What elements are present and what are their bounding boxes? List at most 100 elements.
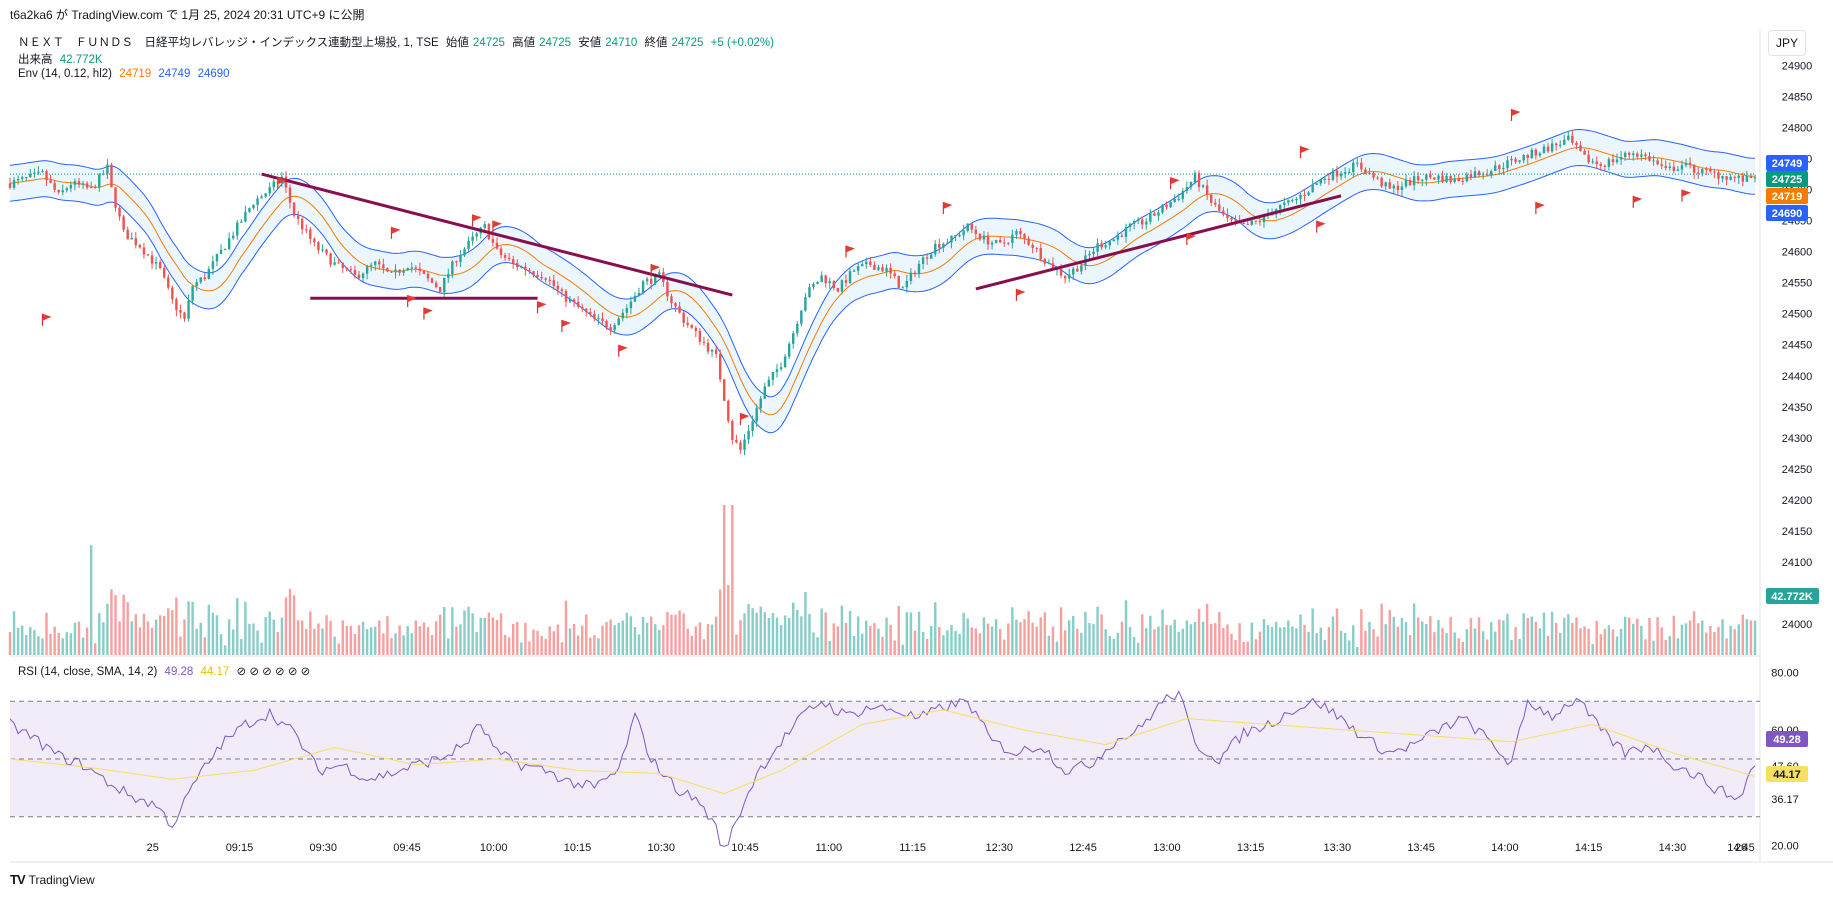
- candle-body: [1660, 164, 1663, 167]
- volume-bar: [398, 625, 401, 655]
- candle-body: [1327, 178, 1331, 180]
- candle-body: [61, 190, 64, 193]
- volume-bar: [1189, 624, 1193, 655]
- candle-body: [779, 367, 783, 370]
- candle-body: [934, 243, 937, 255]
- candle-body: [755, 408, 758, 422]
- volume-bar: [723, 505, 726, 655]
- rsi-hidden-icons[interactable]: ⊘ ⊘ ⊘ ⊘ ⊘ ⊘: [236, 666, 311, 678]
- volume-bar: [126, 602, 129, 655]
- envelope-label: Env (14, 0.12, hl2): [18, 68, 112, 80]
- candle-body: [1088, 253, 1091, 256]
- volume-bar: [1262, 619, 1266, 655]
- volume-bar: [1270, 626, 1274, 655]
- candle-body: [1356, 162, 1359, 164]
- open-label: 始値: [445, 37, 469, 49]
- flag-icon: [1016, 288, 1026, 296]
- volume-bar: [1542, 612, 1546, 655]
- candle-body: [520, 266, 523, 268]
- volume-bar: [1136, 642, 1140, 655]
- candle-body: [199, 277, 202, 283]
- volume-bar: [1680, 624, 1684, 655]
- volume-bar: [1554, 622, 1558, 655]
- volume-bar: [106, 603, 109, 655]
- candle-body: [706, 342, 710, 352]
- volume-bar: [1145, 628, 1148, 655]
- candle-body: [386, 268, 389, 272]
- candle-body: [877, 267, 880, 270]
- volume-bar: [718, 589, 722, 655]
- volume-bar: [1177, 632, 1180, 655]
- rsi-badge-label: 44.17: [1773, 769, 1801, 781]
- candle-body: [966, 223, 969, 231]
- candle-body: [81, 183, 85, 185]
- candle-body: [998, 239, 1002, 243]
- volume-bar: [1518, 638, 1521, 655]
- volume-bar: [958, 633, 961, 655]
- volume-bar: [1360, 609, 1363, 655]
- volume-bar: [288, 588, 292, 655]
- candle-body: [1059, 269, 1063, 276]
- envelope-fill: [10, 129, 1755, 433]
- rsi-sma-line: [9, 709, 1756, 795]
- volume-bar: [759, 606, 762, 655]
- volume-bar: [382, 633, 385, 655]
- candle-body: [1725, 176, 1728, 180]
- volume-bar: [130, 621, 133, 655]
- volume-bar: [102, 622, 105, 655]
- candle-body: [710, 349, 714, 352]
- envelope-upper-line: [9, 128, 1756, 398]
- candle-body: [272, 181, 275, 188]
- volume-bar: [1607, 625, 1611, 655]
- candle-body: [1416, 176, 1420, 181]
- envelope-legend: Env (14, 0.12, hl2) 24719 24749 24690: [18, 68, 234, 80]
- flag-icon: [1170, 177, 1180, 185]
- candle-body: [617, 318, 620, 326]
- volume-bar: [1611, 629, 1615, 655]
- volume-bar: [1494, 631, 1497, 655]
- candle-body: [723, 379, 726, 401]
- candle-body: [1100, 243, 1103, 248]
- volume-bar: [1201, 621, 1205, 655]
- currency-button[interactable]: JPY: [1768, 30, 1806, 56]
- volume-bar: [1498, 619, 1501, 655]
- candle-body: [1433, 177, 1436, 180]
- volume-bar: [1473, 628, 1477, 655]
- candle-body: [12, 180, 16, 188]
- volume-bar: [678, 610, 681, 655]
- candle-body: [1096, 243, 1099, 252]
- volume-bar: [889, 624, 892, 655]
- price-tick: 24650: [1782, 216, 1813, 228]
- volume-bar: [422, 622, 426, 655]
- price-tick: 24400: [1782, 371, 1813, 383]
- candle-body: [240, 221, 243, 223]
- candle-body: [865, 261, 868, 265]
- candle-body: [1035, 247, 1038, 249]
- candle-body: [1753, 177, 1757, 179]
- candle-body: [1522, 155, 1525, 161]
- candle-body: [260, 196, 263, 199]
- candle-body: [471, 236, 474, 241]
- candle-body: [986, 235, 990, 245]
- volume-bar: [568, 628, 572, 655]
- volume-bar: [560, 642, 564, 655]
- volume-bar: [532, 629, 535, 655]
- volume-bar: [763, 612, 767, 655]
- candle-body: [1250, 220, 1254, 225]
- volume-bar: [970, 627, 973, 655]
- flag-icon: [423, 307, 433, 315]
- volume-bar: [325, 615, 328, 655]
- candle-body: [1003, 242, 1006, 244]
- candle-body: [447, 274, 450, 278]
- volume-bar: [223, 645, 227, 655]
- candle-body: [1494, 165, 1497, 171]
- volume-bar: [905, 612, 909, 655]
- candle-body: [645, 278, 649, 282]
- volume-bar: [966, 618, 969, 655]
- candle-body: [195, 282, 198, 287]
- candle-body: [674, 303, 677, 307]
- candle-body: [844, 280, 848, 283]
- candle-body: [889, 267, 892, 274]
- candle-body: [1278, 204, 1282, 210]
